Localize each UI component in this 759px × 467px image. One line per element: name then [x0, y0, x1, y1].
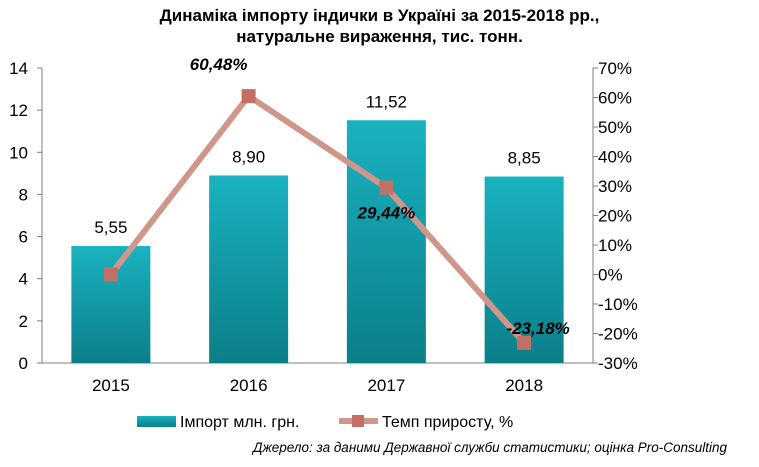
y-right-tick-label: -20%: [598, 325, 638, 344]
growth-data-label: 60,48%: [190, 55, 248, 74]
source-note: Джерело: за даними Державної служби стат…: [252, 440, 727, 455]
y-right-tick-label: -30%: [598, 354, 638, 373]
growth-data-label: 29,44%: [357, 204, 416, 223]
legend-line-marker: [352, 415, 364, 427]
x-tick-label: 2016: [230, 376, 268, 395]
bar: [71, 246, 151, 363]
bar-data-label: 8,90: [232, 147, 265, 166]
growth-point-marker: [103, 267, 118, 282]
y-left-tick-label: 12: [9, 101, 28, 120]
bar: [484, 176, 564, 363]
y-right-tick-label: 60%: [598, 89, 632, 108]
x-tick-label: 2017: [367, 376, 405, 395]
bar-data-label: 5,55: [94, 218, 127, 237]
y-right-tick-label: 50%: [598, 118, 632, 137]
y-left-tick-label: 4: [19, 270, 28, 289]
x-tick-label: 2015: [92, 376, 130, 395]
bar-data-label: 8,85: [508, 149, 541, 168]
bar-data-label: 11,52: [366, 92, 407, 111]
y-left-tick-label: 6: [19, 228, 28, 247]
growth-point-marker: [241, 89, 256, 104]
growth-point-marker: [379, 180, 394, 195]
y-left-tick-label: 0: [19, 354, 28, 373]
y-right-tick-label: 70%: [598, 59, 632, 78]
y-left-tick-label: 10: [9, 143, 28, 162]
y-right-tick-label: 30%: [598, 177, 632, 196]
bar: [346, 120, 426, 363]
y-right-tick-label: 10%: [598, 236, 632, 255]
growth-point-marker: [517, 335, 532, 350]
y-right-tick-label: -10%: [598, 295, 638, 314]
growth-data-label: -23,18%: [506, 319, 569, 338]
legend-bar-label: Імпорт млн. грн.: [180, 414, 299, 431]
legend-line-label: Темп приросту, %: [382, 414, 513, 431]
legend-bar-swatch: [137, 416, 176, 427]
growth-line: [108, 93, 527, 345]
y-right-tick-label: 40%: [598, 148, 632, 167]
x-tick-label: 2018: [505, 376, 543, 395]
bar: [209, 175, 289, 363]
chart-title-line-1: Динаміка імпорту індички в Україні за 20…: [159, 6, 600, 25]
y-left-tick-label: 2: [19, 312, 28, 331]
y-left-tick-label: 8: [19, 185, 28, 204]
y-left-tick-label: 14: [9, 59, 28, 78]
y-right-tick-label: 0%: [598, 266, 623, 285]
chart-title-line-2: натуральне вираження, тис. тонн.: [236, 27, 523, 46]
y-right-tick-label: 20%: [598, 207, 632, 226]
